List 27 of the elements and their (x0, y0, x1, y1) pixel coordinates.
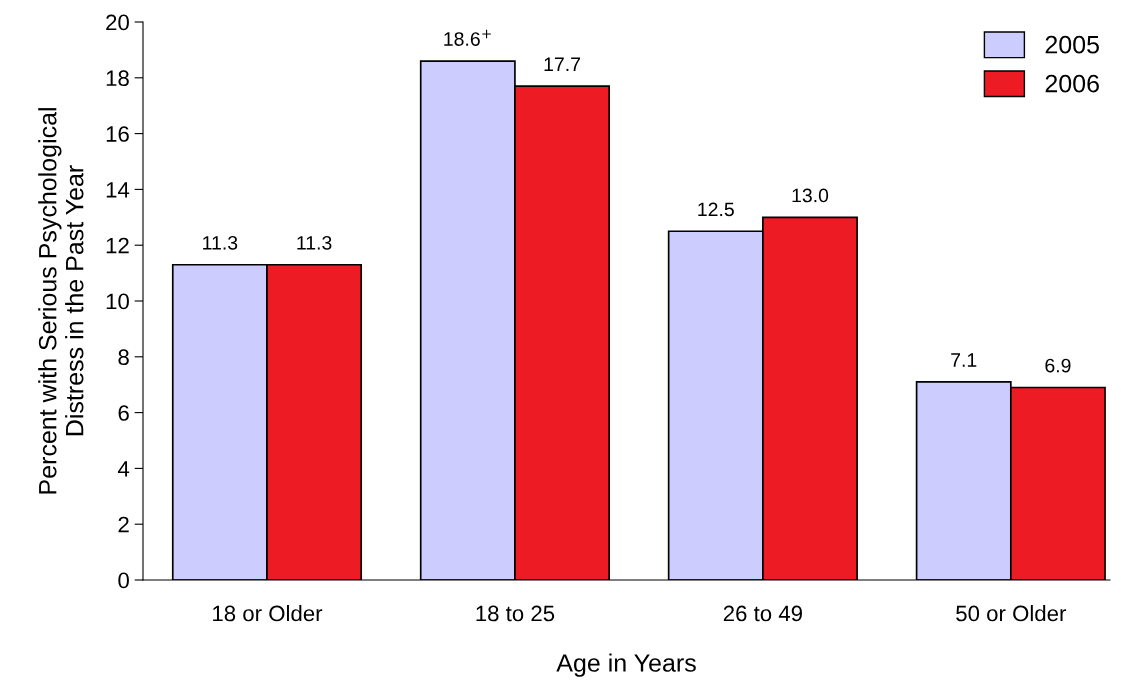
y-tick-label: 20 (106, 14, 129, 31)
data-label: 12.5 (698, 202, 734, 217)
y-tick-label: 6 (118, 405, 129, 421)
data-label: 11.3 (297, 235, 332, 250)
y-tick-label: 4 (117, 461, 130, 477)
x-axis-title: Age in Years (556, 653, 696, 677)
legend-label: 2006 (1045, 74, 1099, 93)
x-tick-label: 18 or Older (213, 605, 323, 622)
y-tick-label: 8 (118, 349, 129, 366)
legend-label: 2005 (1045, 35, 1099, 54)
y-tick-label: 0 (118, 572, 129, 589)
y-tick-label: 10 (106, 293, 129, 310)
y-tick-label: 12 (106, 237, 129, 254)
y-tick-label: 16 (106, 126, 129, 142)
data-label: 18.6$^{+}$ (444, 29, 491, 46)
y-tick-label: 2 (118, 516, 129, 533)
data-label: 11.3 (203, 235, 238, 250)
x-tick-label: 26 to 49 (723, 605, 802, 622)
x-tick-label: 18 to 25 (476, 605, 555, 622)
data-label: 17.7 (544, 57, 580, 71)
data-label: 13.0 (792, 188, 829, 203)
y-tick-label: 18 (106, 70, 129, 87)
y-axis-title: Percent with Serious Psychological Distress in the Past Year (38, 108, 84, 494)
data-label: 7.1 (951, 353, 977, 367)
x-tick-label: 50 or Older (956, 605, 1067, 622)
data-label: 6.9 (1045, 358, 1071, 373)
y-tick-label: 14 (106, 182, 130, 198)
